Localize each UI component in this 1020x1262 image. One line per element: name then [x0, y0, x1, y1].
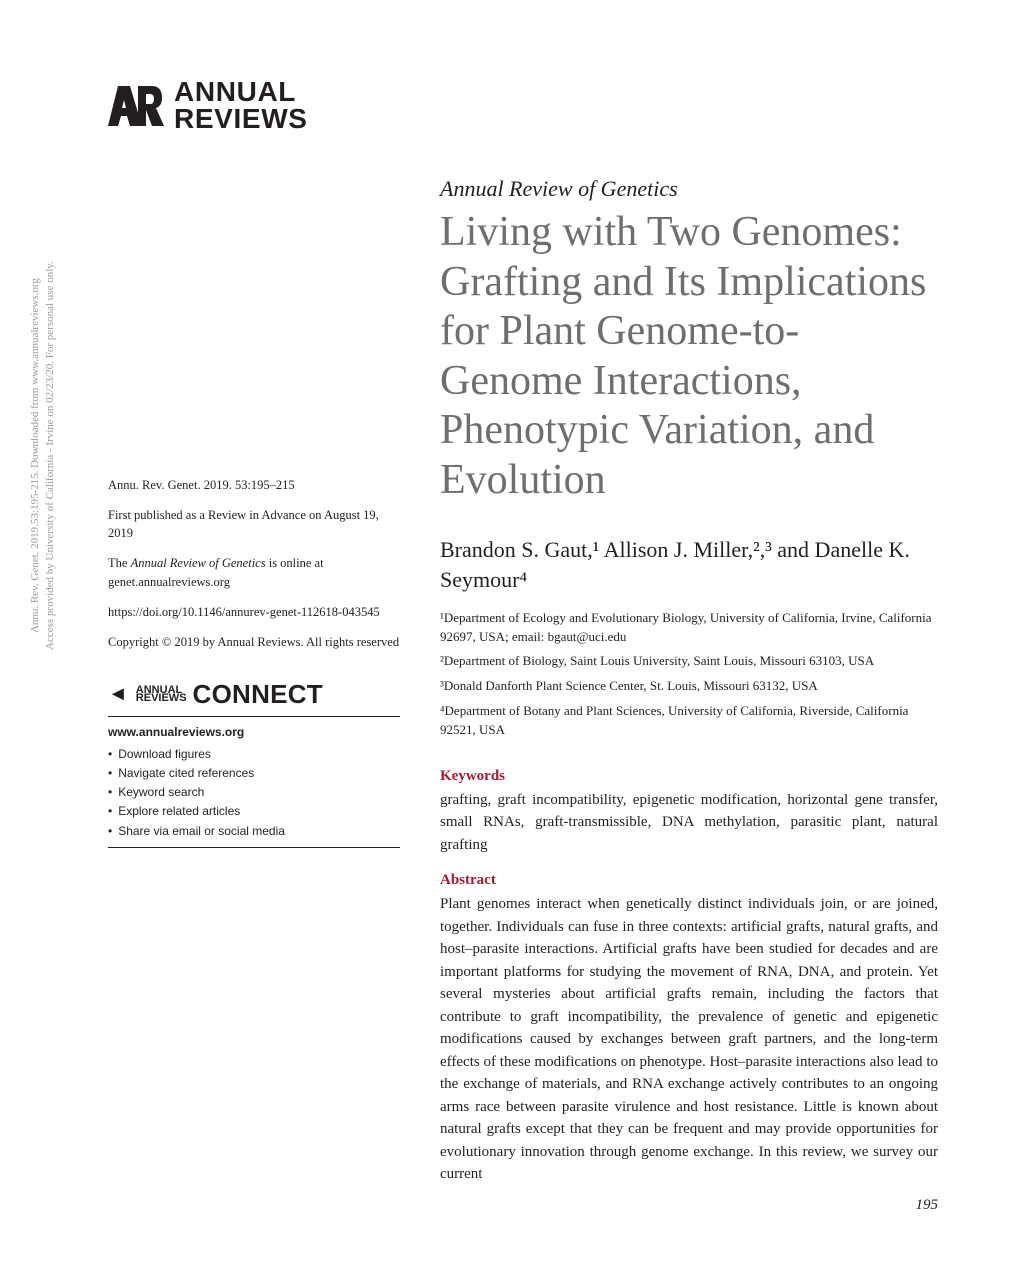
- divider: [108, 716, 400, 717]
- first-published: First published as a Review in Advance o…: [108, 506, 400, 542]
- publisher-logo: ANNUAL REVIEWS: [108, 78, 938, 134]
- affiliation: ²Department of Biology, Saint Louis Univ…: [440, 652, 938, 671]
- authors: Brandon S. Gaut,¹ Allison J. Miller,²,³ …: [440, 535, 938, 594]
- connect-features: Download figures Navigate cited referenc…: [108, 745, 400, 841]
- doi: https://doi.org/10.1146/annurev-genet-11…: [108, 603, 400, 621]
- watermark-line1: Annu. Rev. Genet. 2019.53:195-215. Downl…: [29, 278, 41, 633]
- connect-item[interactable]: Navigate cited references: [108, 764, 400, 783]
- keywords-heading: Keywords: [440, 768, 938, 785]
- logo-line1: ANNUAL: [174, 79, 308, 106]
- affiliation: ¹Department of Ecology and Evolutionary …: [440, 609, 938, 647]
- connect-item[interactable]: Keyword search: [108, 783, 400, 802]
- journal-name: Annual Review of Genetics: [440, 176, 938, 202]
- connect-item[interactable]: Explore related articles: [108, 802, 400, 821]
- connect-item[interactable]: Share via email or social media: [108, 822, 400, 841]
- affiliation: ³Donald Danforth Plant Science Center, S…: [440, 677, 938, 696]
- abstract-heading: Abstract: [440, 872, 938, 889]
- publisher-logo-text: ANNUAL REVIEWS: [174, 79, 308, 132]
- connect-item[interactable]: Download figures: [108, 745, 400, 764]
- access-watermark: Annu. Rev. Genet. 2019.53:195-215. Downl…: [28, 261, 58, 650]
- abstract-text: Plant genomes interact when genetically …: [440, 893, 938, 1186]
- divider: [108, 847, 400, 848]
- left-arrow-icon: ◄: [108, 684, 128, 704]
- article-title: Living with Two Genomes: Grafting and It…: [440, 208, 938, 505]
- watermark-line2: Access provided by University of Califor…: [44, 261, 56, 650]
- connect-word: CONNECT: [193, 679, 323, 710]
- affiliation: ⁴Department of Botany and Plant Sciences…: [440, 702, 938, 740]
- page: Annu. Rev. Genet. 2019.53:195-215. Downl…: [0, 0, 1020, 1262]
- connect-logo: ◄ ANNUAL REVIEWS CONNECT: [108, 679, 400, 710]
- right-column: Annual Review of Genetics Living with Tw…: [440, 176, 938, 1202]
- online-location: The Annual Review of Genetics is online …: [108, 554, 400, 590]
- connect-block: ◄ ANNUAL REVIEWS CONNECT www.annualrevie…: [108, 679, 400, 848]
- content-columns: Annu. Rev. Genet. 2019. 53:195–215 First…: [108, 176, 938, 1202]
- left-column: Annu. Rev. Genet. 2019. 53:195–215 First…: [108, 176, 400, 1202]
- ar-logo-icon: [108, 78, 164, 134]
- logo-line2: REVIEWS: [174, 106, 308, 133]
- page-number: 195: [916, 1197, 939, 1214]
- copyright: Copyright © 2019 by Annual Reviews. All …: [108, 633, 400, 651]
- connect-stack: ANNUAL REVIEWS: [136, 686, 187, 704]
- citation: Annu. Rev. Genet. 2019. 53:195–215: [108, 476, 400, 494]
- keywords-text: grafting, graft incompatibility, epigene…: [440, 789, 938, 857]
- affiliations: ¹Department of Ecology and Evolutionary …: [440, 609, 938, 740]
- connect-url[interactable]: www.annualreviews.org: [108, 725, 400, 739]
- publication-info: Annu. Rev. Genet. 2019. 53:195–215 First…: [108, 476, 400, 651]
